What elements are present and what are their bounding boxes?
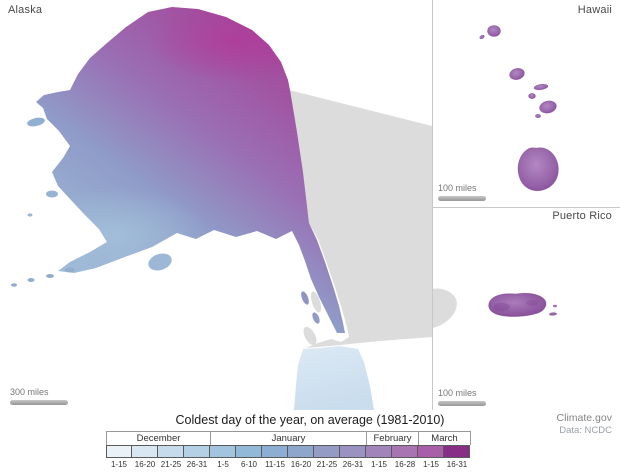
southeast-alaska-island <box>301 291 309 305</box>
aleutian-island <box>11 283 17 287</box>
maui-island <box>539 100 557 114</box>
legend-swatch <box>314 445 340 458</box>
legend-bin-label: 1-5 <box>217 460 229 469</box>
puerto-rico-landmass <box>488 292 547 317</box>
kodiak-island <box>148 253 172 271</box>
scale-rule <box>438 401 486 406</box>
hawaii-panel: Hawaii 100 miles <box>432 0 620 207</box>
legend-bin-label: 1-15 <box>370 460 387 469</box>
hawaii-map <box>479 25 559 192</box>
oahu-island <box>509 68 525 80</box>
vieques-island <box>549 312 557 316</box>
alaska-label: Alaska <box>8 4 43 16</box>
legend-bin-label: 26-31 <box>186 460 208 469</box>
canada-landmass <box>289 90 432 348</box>
hispaniola-landmass <box>432 288 457 328</box>
legend-month-january: January <box>211 432 367 445</box>
legend-swatch <box>132 445 158 458</box>
legend-months-row: December January February March <box>106 431 471 445</box>
aleutian-island <box>46 274 54 278</box>
legend-swatch <box>366 445 392 458</box>
legend-month-march: March <box>419 432 471 445</box>
puerto-rico-panel: Puerto Rico 100 miles <box>432 207 620 410</box>
puerto-rico-map <box>432 288 557 328</box>
legend-swatches-row <box>106 445 471 458</box>
vancouver-island <box>303 326 317 346</box>
legend-bin-label: 21-25 <box>316 460 338 469</box>
scale-rule <box>438 196 486 201</box>
nunivak-island <box>46 190 58 198</box>
st-lawrence-island <box>27 117 45 127</box>
legend-bin-label: 16-28 <box>394 460 416 469</box>
legend-swatch <box>340 445 366 458</box>
culebra-island <box>553 304 557 308</box>
hawaii-label: Hawaii <box>577 4 612 16</box>
panel-divider-horizontal <box>432 207 620 208</box>
alaska-southwest-shading <box>36 187 210 283</box>
terrain-shading <box>526 300 538 306</box>
aleutian-island <box>65 267 75 273</box>
legend-bin-label: 1-15 <box>422 460 439 469</box>
legend-swatch <box>444 445 470 458</box>
map-title: Coldest day of the year, on average (198… <box>175 413 445 427</box>
credits: Climate.gov Data: NCDC <box>557 412 612 437</box>
legend-bin-label: 16-20 <box>290 460 312 469</box>
legend-month-february: February <box>367 432 419 445</box>
legend: December January February March 1-15 16-20 21… <box>106 431 471 469</box>
lanai-island <box>528 93 536 99</box>
scale-label: 300 miles <box>10 387 49 397</box>
puerto-rico-label: Puerto Rico <box>552 210 612 222</box>
legend-bin-label: 11-15 <box>265 460 285 469</box>
aleutian-island <box>27 278 35 282</box>
alaska-panel: Alaska 300 miles <box>8 4 432 410</box>
scale-rule <box>10 400 68 405</box>
terrain-shading <box>494 303 510 311</box>
haida-gwaii-island <box>310 291 322 313</box>
alaska-scale-bar: 300 miles <box>10 387 68 405</box>
legend-month-december: December <box>107 432 211 445</box>
legend-swatch <box>418 445 444 458</box>
legend-labels-row: 1-15 16-20 21-25 26-31 1-5 6-10 11-15 16-20 21-2… <box>106 458 471 469</box>
legend-swatch <box>158 445 184 458</box>
scale-label: 100 miles <box>438 388 477 398</box>
legend-bin-label: 16-31 <box>446 460 468 469</box>
legend-bin-label: 26-31 <box>342 460 364 469</box>
legend-swatch <box>288 445 314 458</box>
alaska-north-shading <box>147 7 323 82</box>
pribilof-island <box>27 213 33 217</box>
legend-swatch <box>106 445 132 458</box>
niihau-island <box>479 34 485 40</box>
alaska-map <box>11 7 432 410</box>
scale-label: 100 miles <box>438 183 477 193</box>
legend-bin-label: 16-20 <box>134 460 156 469</box>
legend-swatch <box>184 445 210 458</box>
legend-bin-label: 6-10 <box>240 460 257 469</box>
hawaii-scale-bar: 100 miles <box>438 183 486 201</box>
legend-bin-label: 21-25 <box>160 460 182 469</box>
legend-swatch <box>236 445 262 458</box>
credit-data: Data: NCDC <box>559 425 612 437</box>
puerto-rico-scale-bar: 100 miles <box>438 388 486 406</box>
kahoolawe-island <box>535 113 541 119</box>
credit-source: Climate.gov <box>556 412 612 424</box>
legend-swatch <box>262 445 288 458</box>
footer: Coldest day of the year, on average (198… <box>0 410 620 472</box>
southeast-alaska-island <box>312 312 320 324</box>
legend-bin-label: 1-15 <box>110 460 127 469</box>
kauai-island <box>487 25 501 37</box>
legend-swatch <box>210 445 236 458</box>
pacific-northwest-landmass <box>294 346 374 410</box>
legend-swatch <box>392 445 418 458</box>
big-island <box>517 147 559 192</box>
panel-divider-vertical <box>432 0 433 410</box>
molokai-island <box>533 83 549 91</box>
